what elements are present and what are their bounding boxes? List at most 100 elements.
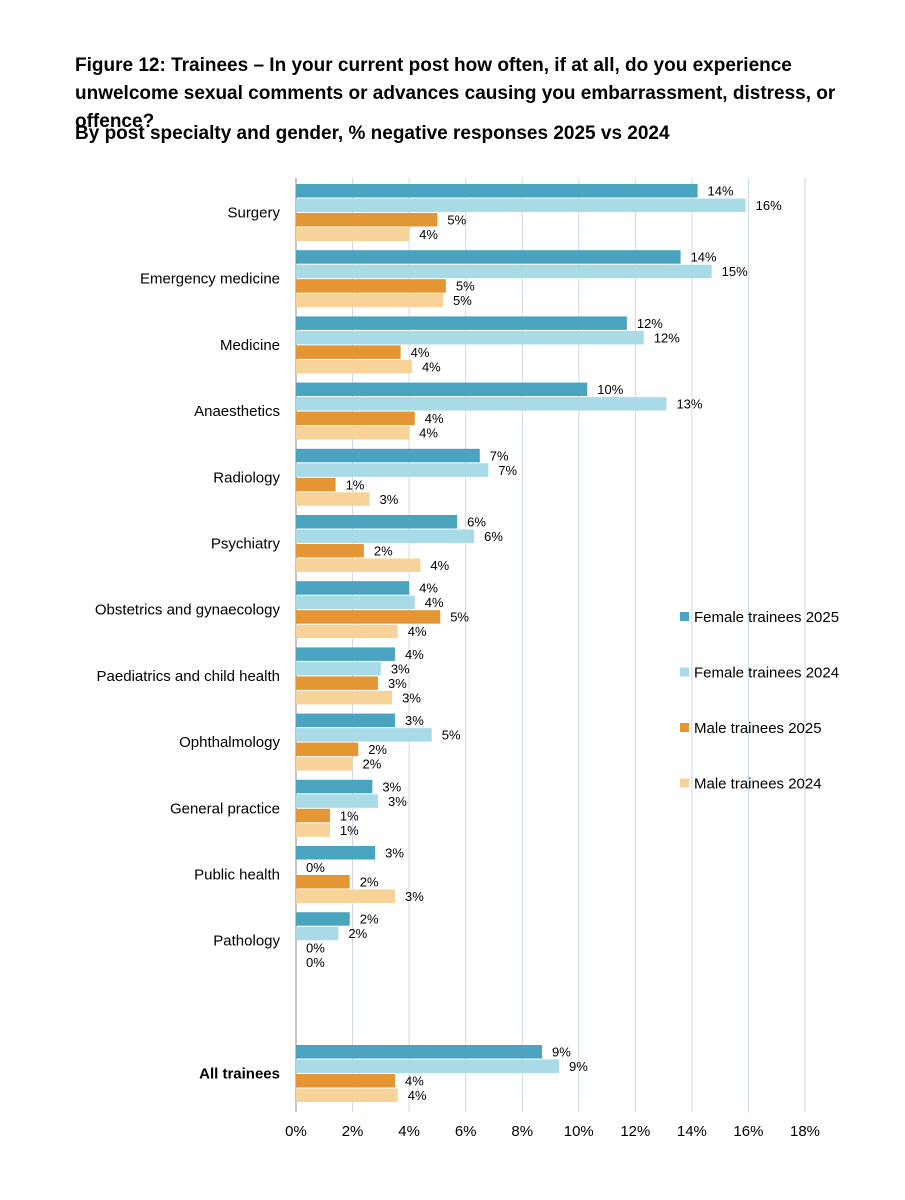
bar [296, 330, 644, 345]
category-label: Surgery [227, 205, 280, 222]
bar-value-label: 1% [340, 808, 359, 823]
bar [296, 359, 412, 374]
bar-value-label: 3% [402, 690, 421, 705]
bar [296, 382, 588, 397]
bar-value-label: 1% [340, 823, 359, 838]
bar-value-label: 13% [676, 397, 702, 412]
bar-value-label: 4% [425, 411, 444, 426]
bar-value-label: 5% [442, 728, 461, 743]
category-label: Radiology [213, 469, 280, 486]
bar-value-label: 10% [597, 382, 623, 397]
bar [296, 558, 421, 572]
bar-value-label: 3% [380, 492, 399, 507]
bar [296, 690, 393, 705]
category-label: Psychiatry [211, 536, 281, 553]
bar-value-label: 2% [348, 926, 367, 941]
bar [296, 808, 330, 823]
bar [296, 213, 438, 227]
bar [296, 926, 339, 941]
bar-value-label: 4% [411, 345, 430, 360]
bar [296, 661, 381, 676]
bar [296, 397, 667, 411]
bar [296, 846, 376, 860]
bar [296, 293, 444, 308]
x-tick-label: 18% [790, 1123, 820, 1140]
legend-label: Male trainees 2025 [694, 720, 822, 737]
bar-value-label: 7% [490, 448, 509, 463]
category-label: Paediatrics and child health [97, 668, 280, 685]
x-tick-label: 0% [285, 1123, 307, 1140]
bar-value-label: 12% [637, 316, 663, 331]
bar [296, 448, 480, 463]
bar [296, 184, 698, 198]
bar-value-label: 4% [430, 558, 449, 573]
bar-value-label: 2% [360, 875, 379, 890]
bar [296, 1059, 559, 1073]
chart-title: Figure 12: Trainees – In your current po… [75, 55, 836, 132]
bar-value-label: 6% [484, 529, 503, 544]
bar [296, 889, 395, 903]
bar [296, 1045, 543, 1059]
bar-value-label: 7% [498, 463, 517, 478]
legend-swatch [680, 667, 689, 677]
bar [296, 823, 330, 837]
bar-value-label: 3% [405, 889, 424, 904]
bar-value-label: 3% [388, 676, 407, 691]
x-tick-label: 8% [511, 1123, 533, 1140]
category-label: Ophthalmology [179, 734, 280, 751]
bar-value-label: 5% [456, 279, 475, 294]
bar-value-label: 12% [654, 330, 680, 345]
bar-value-label: 0% [306, 955, 325, 970]
category-label: All trainees [199, 1066, 280, 1083]
bar [296, 426, 410, 440]
bar [296, 676, 379, 690]
bar-value-label: 2% [368, 742, 387, 757]
bar-value-label: 14% [691, 250, 717, 265]
x-tick-label: 4% [398, 1123, 420, 1140]
bar-value-label: 9% [552, 1045, 571, 1060]
x-tick-label: 2% [342, 1123, 364, 1140]
bar [296, 411, 415, 426]
category-label: General practice [170, 800, 280, 817]
bar [296, 581, 410, 595]
bar-value-label: 0% [306, 860, 325, 875]
bar-value-label: 3% [405, 713, 424, 728]
bar [296, 227, 410, 241]
bar [296, 198, 746, 212]
bar [296, 529, 475, 543]
legend-label: Female trainees 2025 [694, 609, 839, 626]
x-tick-label: 6% [455, 1123, 477, 1140]
bar-value-label: 2% [360, 912, 379, 927]
bar-value-label: 1% [346, 477, 365, 492]
bar [296, 492, 370, 506]
bar [296, 794, 379, 808]
bar-value-label: 5% [453, 293, 472, 308]
bar-value-label: 2% [374, 544, 393, 559]
category-label: Anaesthetics [194, 403, 280, 420]
bar [296, 912, 350, 926]
bar-value-label: 14% [708, 184, 734, 199]
bar [296, 728, 432, 742]
x-tick-label: 12% [620, 1123, 650, 1140]
category-label: Emergency medicine [140, 271, 280, 288]
bar [296, 544, 364, 558]
bar-value-label: 4% [419, 426, 438, 441]
bar [296, 595, 415, 610]
bar-value-label: 3% [385, 846, 404, 861]
x-tick-label: 14% [677, 1123, 707, 1140]
bar-value-label: 4% [408, 624, 427, 639]
bar-value-label: 5% [447, 213, 466, 228]
bar [296, 316, 627, 330]
bar [296, 875, 350, 889]
bar [296, 610, 441, 624]
bar-value-label: 4% [419, 227, 438, 242]
legend-swatch [680, 612, 689, 621]
category-label: Public health [194, 867, 280, 884]
bar-value-label: 2% [363, 757, 382, 772]
bar-value-label: 3% [382, 779, 401, 794]
bar [296, 463, 489, 477]
x-tick-label: 10% [564, 1123, 594, 1140]
bar [296, 1074, 395, 1088]
bar-value-label: 4% [405, 1074, 424, 1089]
